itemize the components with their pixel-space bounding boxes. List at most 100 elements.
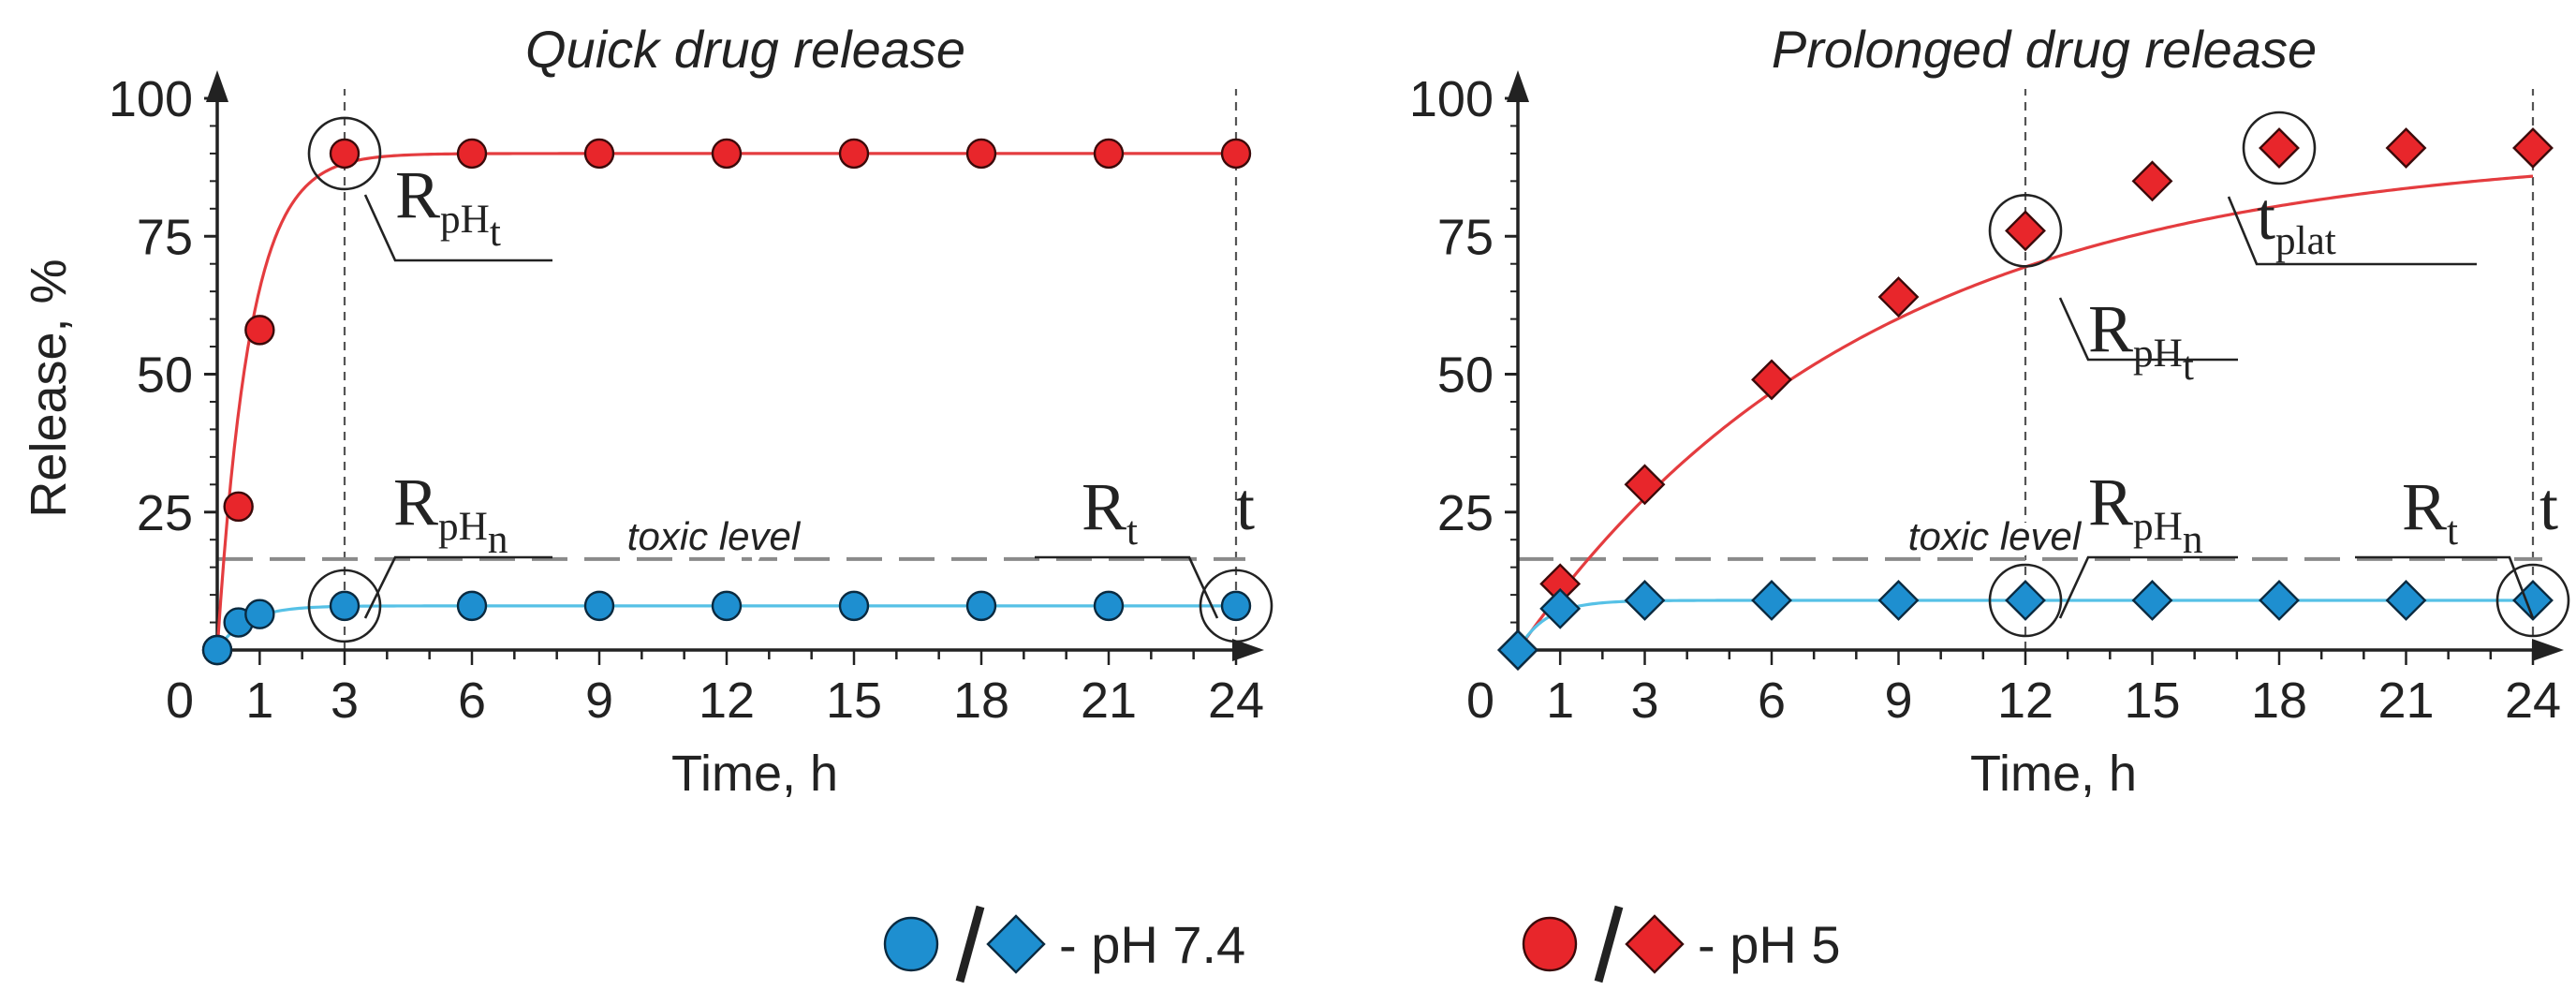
data-point — [2385, 127, 2427, 169]
legend-diamond-marker — [986, 914, 1046, 974]
legend-label: - pH 5 — [1698, 915, 1841, 974]
data-point — [1220, 138, 1252, 170]
x-tick-label: 9 — [585, 672, 613, 729]
data-point — [456, 590, 488, 622]
data-point — [1497, 629, 1538, 671]
toxic-level-label: toxic level — [1908, 514, 2083, 558]
x-tick-label: 1 — [1546, 672, 1574, 729]
data-point — [223, 491, 254, 523]
annotation-leader — [2058, 555, 2238, 619]
y-tick-label: 50 — [1437, 347, 1494, 404]
legend-circle-marker — [1522, 916, 1578, 972]
data-point — [329, 590, 361, 622]
highlight-circle — [1988, 563, 2063, 638]
data-point — [583, 138, 615, 170]
data-point — [2005, 210, 2046, 252]
x-tick-label: 6 — [458, 672, 486, 729]
data-point — [2512, 127, 2554, 169]
highlight-circle — [307, 116, 382, 191]
x-axis-arrow — [1232, 639, 1264, 661]
x-tick-label: 18 — [953, 672, 1009, 729]
data-point — [1220, 590, 1252, 622]
highlight-circle — [307, 569, 382, 643]
x-axis-label: Time, h — [671, 746, 838, 802]
highlight-circle — [1199, 569, 1273, 643]
x-tick-label: 0 — [1466, 672, 1494, 729]
legend: - pH 7.4 - pH 5 — [883, 905, 1841, 983]
y-tick-label: 75 — [1437, 209, 1494, 265]
annotation-leader — [2355, 555, 2535, 619]
x-tick-label: 18 — [2251, 672, 2307, 729]
highlight-circle — [2242, 111, 2317, 185]
chart-title: Quick drug release — [525, 20, 965, 79]
y-tick-label: 100 — [1409, 71, 1494, 127]
data-point — [329, 138, 361, 170]
x-tick-label: 3 — [1630, 672, 1658, 729]
data-point — [1624, 464, 1666, 506]
legend-item-ph-5: - pH 5 — [1522, 905, 1841, 983]
legend-slash — [1594, 905, 1624, 983]
x-tick-label: 3 — [331, 672, 359, 729]
x-tick-label: 0 — [166, 672, 194, 729]
annotation-leader — [2058, 297, 2238, 362]
legend-circle-marker — [883, 916, 939, 972]
x-tick-label: 9 — [1884, 672, 1912, 729]
legend-label: - pH 7.4 — [1059, 915, 1245, 974]
data-point — [2131, 160, 2173, 202]
data-point — [965, 590, 997, 622]
data-point — [1877, 580, 1920, 621]
data-point — [1093, 590, 1125, 622]
annotation-label: RpHn — [2088, 465, 2202, 562]
annotation-label: tplat — [2257, 179, 2336, 263]
data-point — [201, 634, 233, 666]
y-tick-label: 75 — [137, 209, 193, 265]
data-point — [244, 315, 275, 346]
data-point — [2512, 580, 2554, 621]
annotation-leader — [1035, 555, 1219, 619]
chart-title: Prolonged drug release — [1772, 20, 2317, 79]
y-tick-label: 100 — [109, 71, 193, 127]
annotation-label: RpHt — [2088, 291, 2194, 389]
chart-panel-2: Prolonged drug release toxic level 0 1 3 6 9 12… — [1409, 20, 2570, 802]
data-point — [1751, 359, 1792, 401]
legend-diamond-marker — [1625, 914, 1685, 974]
legend-item-ph-7-4: - pH 7.4 — [883, 905, 1245, 983]
annotation-label: t — [2539, 469, 2558, 544]
data-point — [711, 138, 743, 170]
y-axis-arrow — [206, 70, 228, 102]
data-point — [583, 590, 615, 622]
data-point — [965, 138, 997, 170]
data-point — [838, 138, 870, 170]
y-tick-label: 50 — [137, 347, 193, 404]
data-point — [2259, 127, 2300, 169]
data-point — [1751, 580, 1792, 621]
data-point — [244, 599, 275, 629]
data-point — [711, 590, 743, 622]
highlight-circle — [1988, 194, 2063, 268]
y-tick-label: 25 — [1437, 485, 1494, 541]
data-point — [1624, 580, 1666, 621]
y-axis-arrow — [1507, 70, 1529, 102]
annotation-leader — [2227, 196, 2477, 266]
annotation-label: t — [1236, 469, 1255, 544]
y-tick-label: 25 — [137, 485, 193, 541]
data-point — [2385, 580, 2427, 621]
x-tick-label: 21 — [1081, 672, 1137, 729]
x-tick-label: 12 — [699, 672, 755, 729]
data-point — [456, 138, 488, 170]
annotation-leader — [363, 194, 552, 262]
fit-curve-red — [215, 152, 1236, 651]
x-tick-label: 12 — [1997, 672, 2053, 729]
chart-panel-1: Quick drug release toxic level 0 1 3 6 9 12 15 18… — [21, 20, 1273, 802]
data-point — [1539, 587, 1582, 629]
x-axis-arrow — [2532, 639, 2564, 661]
annotation-leader — [363, 555, 552, 619]
data-point — [2131, 580, 2173, 621]
legend-slash — [955, 905, 985, 983]
x-axis-label: Time, h — [1970, 746, 2137, 802]
annotation-label: RpHt — [395, 157, 501, 255]
data-point — [1877, 276, 1920, 318]
data-point — [838, 590, 870, 622]
annotation-label: Rt — [2402, 469, 2458, 554]
